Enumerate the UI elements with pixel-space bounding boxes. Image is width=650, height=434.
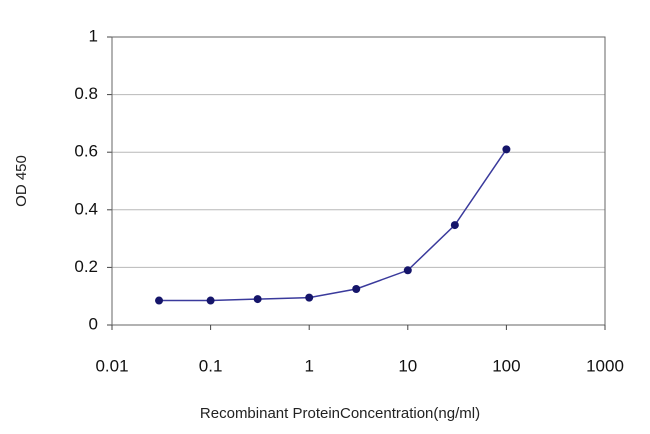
x-tick-label: 1000 — [586, 356, 624, 375]
x-tick-label: 1 — [304, 356, 313, 375]
data-point — [403, 266, 412, 275]
data-line — [159, 148, 508, 302]
plot-border — [111, 36, 606, 326]
y-tick-label: 0.8 — [74, 84, 98, 103]
data-point — [305, 293, 314, 302]
y-tick-label: 0 — [89, 314, 98, 333]
data-point — [155, 296, 164, 305]
y-tick-label: 0.2 — [74, 257, 98, 276]
y-tick-label: 0.6 — [74, 142, 98, 161]
x-tick-label: 0.1 — [199, 356, 223, 375]
data-point — [253, 295, 262, 304]
x-axis-title: Recombinant ProteinConcentration(ng/ml) — [200, 405, 480, 422]
y-tick-label: 1 — [89, 26, 98, 45]
data-point — [450, 221, 459, 230]
data-point — [206, 296, 215, 305]
data-point — [352, 285, 361, 293]
data-point — [502, 145, 511, 154]
x-tick-label: 100 — [492, 356, 520, 375]
y-tick-label: 0.4 — [74, 199, 98, 218]
x-tick-label: 0.01 — [95, 356, 128, 375]
x-tick-label: 10 — [398, 356, 417, 375]
y-axis-title: OD 450 — [13, 155, 30, 207]
